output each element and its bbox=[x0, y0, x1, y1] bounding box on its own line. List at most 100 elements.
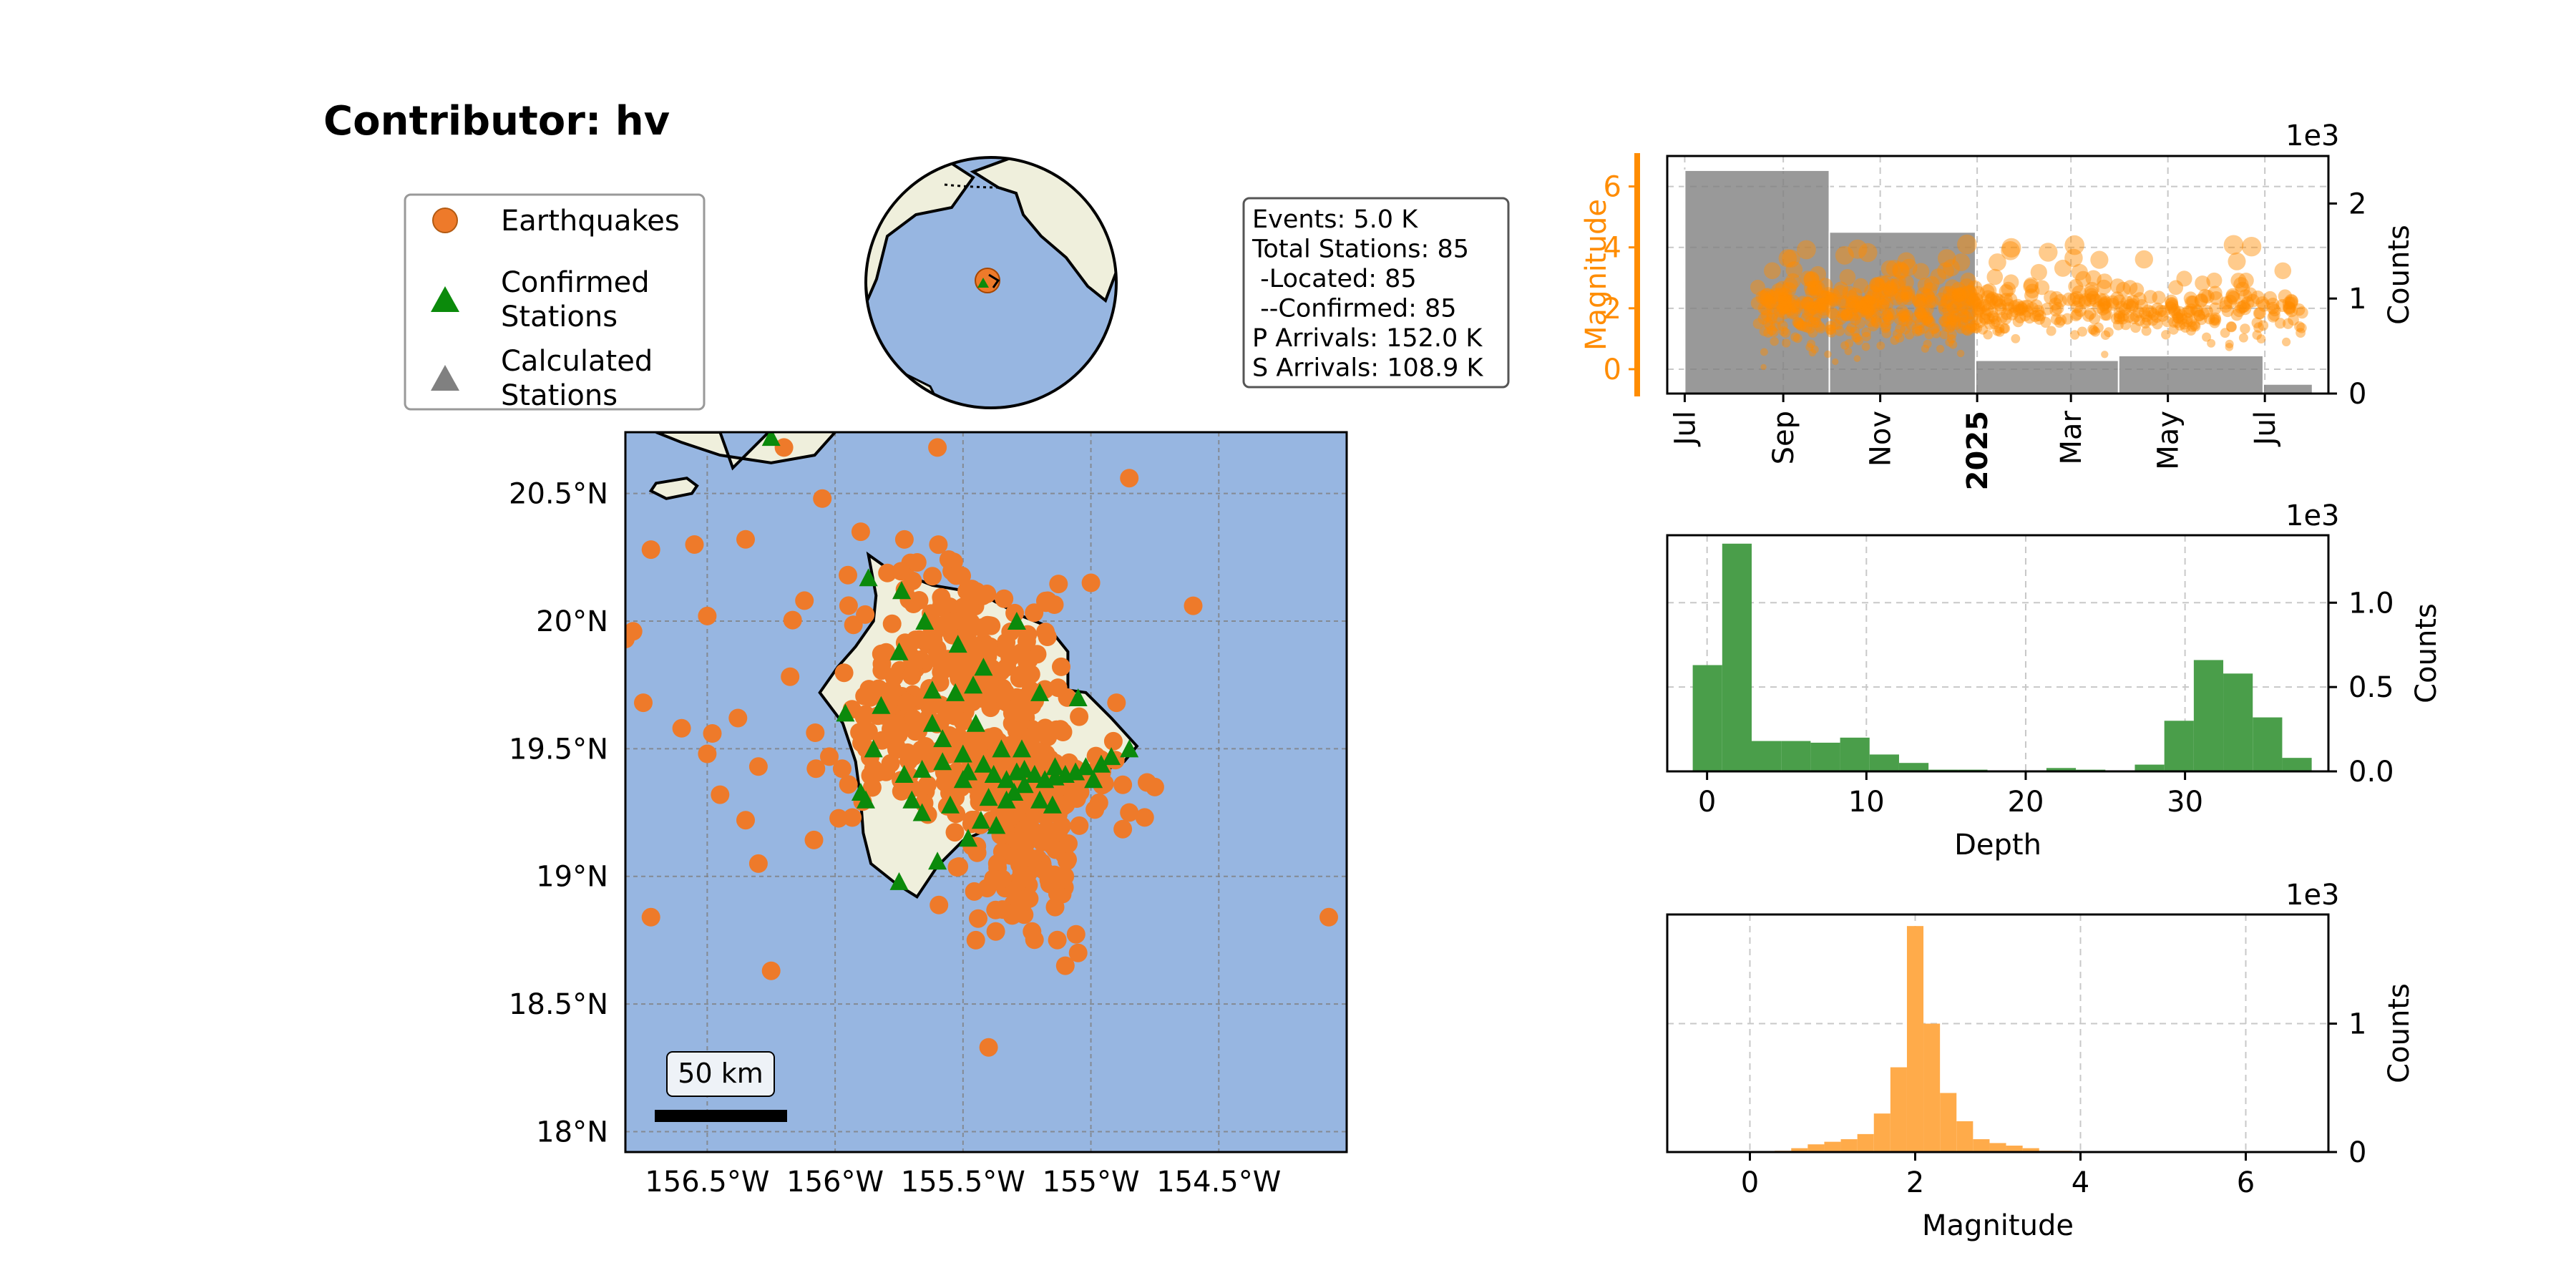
chart1-event-point bbox=[2126, 298, 2140, 311]
chart1-event-point bbox=[2284, 296, 2298, 310]
chart1-event-point bbox=[1985, 291, 1999, 306]
chart1-event-point bbox=[1883, 313, 1895, 325]
chart1-event-point bbox=[1949, 311, 1961, 323]
earthquake-marker bbox=[1113, 775, 1133, 794]
station-marker bbox=[836, 703, 855, 722]
chart1-event-point bbox=[1862, 306, 1874, 318]
chart1-event-point bbox=[2181, 312, 2193, 324]
map-lat-tick-label: 18°N bbox=[536, 1116, 608, 1148]
station-marker bbox=[933, 752, 952, 771]
chart1-event-point bbox=[1989, 313, 2001, 324]
chart1-count-bar bbox=[1974, 359, 2119, 394]
chart3-bar bbox=[1857, 1133, 1874, 1152]
earthquake-marker bbox=[1022, 727, 1041, 746]
chart1-event-point bbox=[1871, 292, 1885, 306]
chart1-event-point bbox=[1978, 298, 1991, 312]
chart1-event-point bbox=[2054, 293, 2067, 308]
earthquake-marker bbox=[986, 922, 1005, 941]
earthquake-marker bbox=[1036, 591, 1055, 610]
chart1-event-point bbox=[1898, 315, 1910, 327]
earthquake-marker bbox=[813, 489, 832, 508]
chart1-event-point bbox=[2008, 300, 2021, 313]
chart1-event-point bbox=[1939, 316, 1951, 328]
chart1-event-point bbox=[1807, 339, 1816, 348]
chart1-ytick-label: 2 bbox=[1604, 293, 1621, 326]
chart1-event-point bbox=[2071, 308, 2084, 321]
chart1-event-point bbox=[1767, 296, 1780, 310]
chart1-event-point bbox=[1787, 295, 1800, 308]
chart1-event-point bbox=[1782, 249, 1800, 268]
chart2-frame bbox=[1666, 534, 2330, 773]
chart1-event-point bbox=[2223, 294, 2238, 308]
station-marker bbox=[966, 713, 985, 732]
chart1-event-point bbox=[2267, 311, 2279, 323]
chart1-event-point bbox=[1824, 292, 1838, 306]
chart1-event-point bbox=[1890, 275, 1906, 291]
region-map: 50 km 156.5°W 156°W 155.5°W 155°W 154.5°W 18°… bbox=[509, 431, 1348, 1199]
chart1-event-point bbox=[1924, 316, 1936, 328]
chart1-event-point bbox=[2168, 324, 2179, 335]
chart1-event-point bbox=[1915, 326, 1925, 336]
chart1-event-point bbox=[2190, 303, 2203, 316]
chart1-event-point bbox=[2175, 320, 2185, 331]
chart1-xtick-label: Nov bbox=[1865, 411, 1898, 467]
chart1-xtick-label: Jul bbox=[1669, 411, 1702, 447]
chart1-event-point bbox=[2147, 314, 2159, 326]
chart1-event-point bbox=[2251, 317, 2263, 328]
earthquake-marker bbox=[1021, 665, 1040, 684]
chart1-event-point bbox=[1864, 284, 1879, 299]
chart1-event-point bbox=[1777, 292, 1792, 306]
chart1-event-point bbox=[1876, 298, 1890, 312]
chart1-event-point bbox=[2014, 301, 2028, 314]
chart1-event-point bbox=[1800, 270, 1816, 287]
chart1-event-point bbox=[2182, 316, 2193, 328]
chart1-event-point bbox=[2086, 291, 2100, 305]
chart1-event-point bbox=[2266, 298, 2280, 311]
chart1-ylabel: Magnitude bbox=[1580, 199, 1613, 351]
earthquake-marker bbox=[851, 522, 870, 542]
chart1-event-point bbox=[2194, 293, 2208, 308]
earthquake-marker bbox=[1055, 867, 1075, 886]
earthquake-marker bbox=[923, 567, 942, 586]
chart1-event-point bbox=[1809, 283, 1824, 299]
chart1-event-point bbox=[1769, 288, 1784, 303]
earthquake-marker bbox=[882, 680, 902, 699]
chart1-event-point bbox=[1984, 319, 1996, 330]
chart1-event-point bbox=[1837, 308, 1850, 321]
chart2-xtick-label: 20 bbox=[2008, 786, 2044, 819]
chart1-event-point bbox=[2097, 297, 2112, 311]
chart1-event-point bbox=[1850, 326, 1860, 337]
chart1-event-point bbox=[1853, 306, 1866, 318]
chart1-event-point bbox=[2296, 306, 2308, 319]
station-marker bbox=[1015, 775, 1034, 794]
station-marker bbox=[933, 729, 952, 748]
chart1-event-point bbox=[1868, 321, 1879, 332]
chart1-event-point bbox=[1861, 303, 1874, 316]
chart1-event-point bbox=[1953, 293, 1967, 308]
chart1-event-point bbox=[1901, 286, 1916, 301]
chart1-event-point bbox=[2034, 309, 2046, 322]
earthquake-marker bbox=[844, 615, 863, 635]
chart1-event-point bbox=[2200, 289, 2215, 304]
station-marker bbox=[953, 744, 972, 763]
chart3-bar bbox=[1824, 1141, 1841, 1152]
chart1-event-point bbox=[1870, 278, 1887, 293]
chart1-event-point bbox=[1760, 303, 1772, 316]
chart1-event-point bbox=[1845, 304, 1858, 317]
chart3-bar bbox=[1940, 1093, 1957, 1152]
chart1-event-point bbox=[2106, 298, 2119, 311]
chart1-event-point bbox=[1771, 283, 1786, 298]
chart1-event-point bbox=[1778, 307, 1791, 320]
chart1-event-point bbox=[1957, 316, 1969, 328]
earthquake-marker bbox=[703, 724, 722, 743]
chart1-event-point bbox=[2168, 280, 2184, 296]
chart1-event-point bbox=[1848, 288, 1863, 302]
chart1-event-point bbox=[1764, 262, 1781, 280]
chart2-bar bbox=[1840, 737, 1870, 771]
chart1-event-point bbox=[1838, 306, 1850, 318]
chart1-event-point bbox=[1897, 252, 1916, 270]
chart1-event-point bbox=[1853, 355, 1861, 362]
station-marker bbox=[997, 770, 1016, 789]
chart1-event-point bbox=[2225, 343, 2234, 351]
